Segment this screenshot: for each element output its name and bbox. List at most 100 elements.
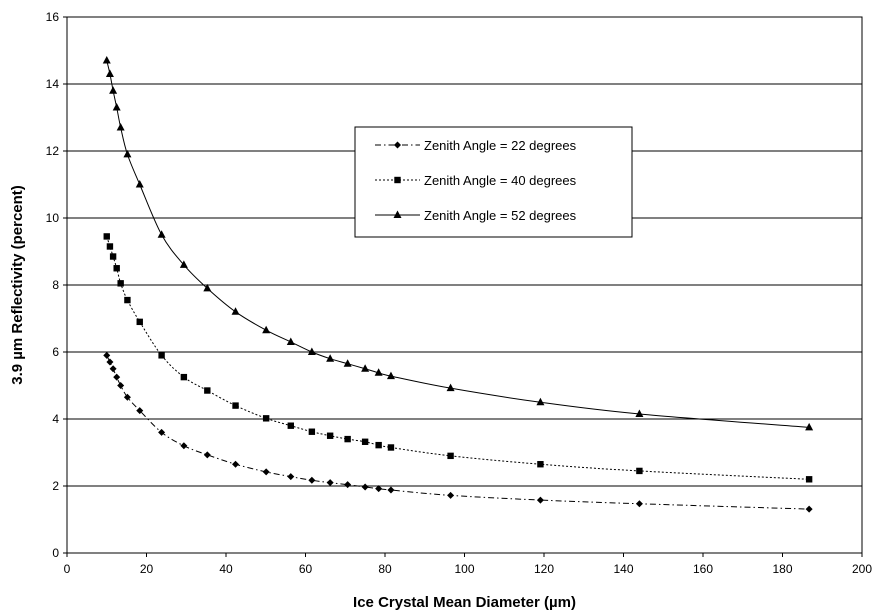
data-point-3-8 [157, 230, 166, 238]
data-point-1-5 [117, 382, 125, 389]
data-point-1-4 [113, 373, 121, 381]
x-tick-label-120: 120 [534, 562, 554, 576]
data-point-2-8 [158, 352, 165, 359]
data-point-3-5 [116, 123, 125, 131]
x-tick-label-80: 80 [378, 562, 392, 576]
data-point-2-14 [308, 428, 316, 435]
legend-marker-3 [393, 210, 402, 218]
data-point-1-2 [106, 358, 114, 366]
y-tick-label-2: 2 [52, 479, 59, 493]
data-point-1-17 [361, 483, 369, 491]
y-tick-label-0: 0 [52, 546, 59, 560]
data-point-1-23 [805, 505, 813, 513]
x-tick-label-100: 100 [454, 562, 474, 576]
data-point-3-17 [361, 364, 370, 372]
data-point-1-22 [635, 500, 643, 508]
data-point-3-19 [386, 371, 395, 380]
data-point-1-6 [123, 393, 131, 401]
legend-label-2: Zenith Angle = 40 degrees [424, 173, 577, 188]
data-point-2-6 [124, 296, 131, 304]
data-point-1-16 [344, 481, 352, 489]
data-point-3-14 [307, 347, 316, 355]
y-tick-label-6: 6 [52, 345, 59, 359]
series-markers-3 [102, 56, 814, 431]
data-point-3-22 [635, 409, 644, 417]
data-point-1-14 [308, 476, 316, 484]
series-markers-2 [103, 233, 813, 483]
y-tick-label-10: 10 [46, 211, 60, 225]
data-point-1-10 [203, 451, 211, 459]
data-point-2-3 [109, 253, 117, 260]
data-point-3-20 [446, 383, 455, 392]
x-tick-label-40: 40 [219, 562, 233, 576]
data-point-3-18 [374, 368, 383, 376]
data-point-1-18 [375, 485, 383, 493]
data-point-3-12 [262, 325, 271, 334]
data-point-3-1 [102, 56, 111, 64]
y-tick-label-8: 8 [52, 278, 59, 292]
series-markers-1 [103, 351, 813, 513]
data-point-2-15 [326, 432, 334, 439]
x-tick-label-200: 200 [852, 562, 872, 576]
data-point-3-11 [231, 307, 240, 315]
data-point-2-20 [447, 452, 454, 460]
data-point-1-21 [536, 496, 544, 504]
legend-marker-2 [394, 176, 401, 184]
data-point-2-22 [636, 467, 643, 475]
legend-label-1: Zenith Angle = 22 degrees [424, 138, 577, 153]
data-point-3-2 [105, 69, 114, 77]
data-point-1-19 [387, 486, 395, 494]
data-point-2-21 [537, 461, 544, 468]
data-point-2-19 [387, 444, 395, 451]
data-point-2-16 [344, 435, 351, 443]
data-point-1-9 [180, 442, 188, 450]
legend-box [354, 126, 633, 238]
data-point-3-7 [135, 180, 144, 188]
data-point-2-7 [136, 318, 143, 326]
data-point-1-11 [232, 460, 240, 468]
legend-marker-1 [394, 141, 401, 149]
y-tick-label-12: 12 [46, 144, 60, 158]
data-point-2-18 [375, 441, 382, 449]
data-point-2-2 [106, 243, 114, 250]
x-axis-title: Ice Crystal Mean Diameter (µm) [353, 594, 576, 611]
x-tick-label-0: 0 [64, 562, 71, 576]
data-point-1-3 [109, 365, 117, 373]
data-point-2-12 [262, 415, 270, 422]
data-point-2-10 [204, 387, 211, 394]
data-point-3-15 [326, 354, 335, 362]
legend: Zenith Angle = 22 degrees Zenith Angle = … [354, 126, 633, 238]
data-point-2-4 [113, 265, 120, 272]
series-markers [102, 56, 814, 513]
x-tick-label-160: 160 [693, 562, 713, 576]
legend-label-3: Zenith Angle = 52 degrees [424, 208, 577, 223]
x-tick-label-60: 60 [299, 562, 313, 576]
data-point-3-9 [179, 260, 188, 268]
data-point-3-23 [805, 422, 814, 431]
data-point-2-11 [232, 402, 239, 409]
data-point-2-23 [805, 476, 813, 483]
data-point-1-13 [287, 473, 295, 481]
data-point-3-16 [343, 359, 352, 367]
data-point-2-17 [361, 438, 369, 445]
data-point-3-21 [536, 397, 545, 406]
data-point-3-3 [109, 86, 118, 94]
x-tick-label-140: 140 [613, 562, 633, 576]
data-point-1-20 [447, 491, 455, 499]
y-tick-label-14: 14 [46, 77, 60, 91]
data-point-1-12 [262, 468, 270, 476]
data-point-1-1 [103, 351, 111, 359]
y-tick-label-4: 4 [52, 412, 59, 426]
y-tick-label-16: 16 [46, 10, 60, 24]
series-line-2 [106, 236, 810, 480]
data-point-3-4 [112, 102, 121, 111]
x-tick-label-180: 180 [772, 562, 792, 576]
data-point-2-5 [117, 280, 124, 287]
x-tick-label-20: 20 [140, 562, 154, 576]
data-point-3-10 [203, 283, 212, 292]
data-point-2-13 [287, 422, 294, 429]
y-axis-title: 3.9 µm Reflectivity (percent) [9, 185, 26, 385]
